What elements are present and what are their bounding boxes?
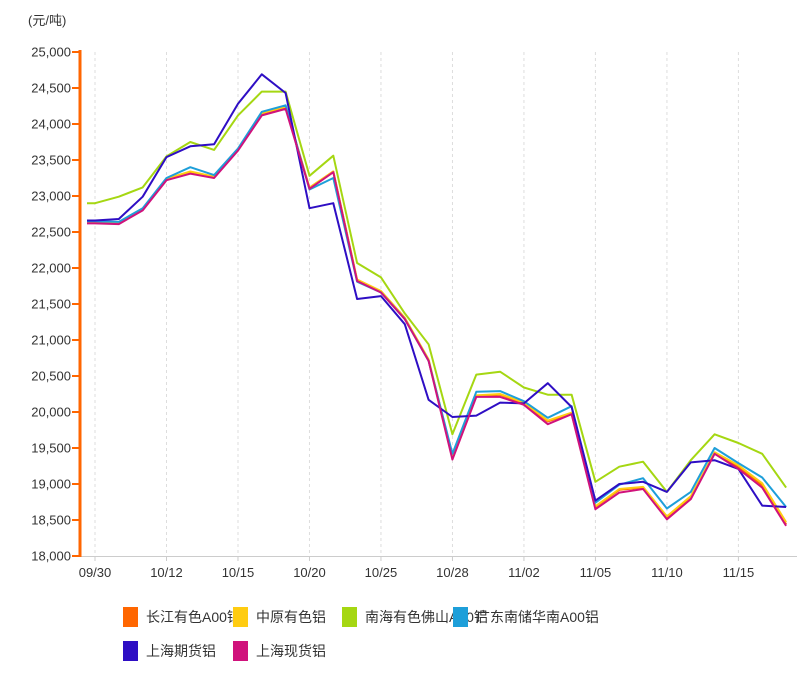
legend-item[interactable]: 长江有色A00铝 bbox=[123, 607, 241, 627]
y-axis-label: 22,000 bbox=[31, 261, 71, 276]
y-axis-label: 23,500 bbox=[31, 153, 71, 168]
series-line bbox=[87, 107, 787, 527]
legend-item[interactable]: 中原有色铝 bbox=[233, 607, 326, 627]
price-line-chart: 09/30 10/12 10/15 10/20 10/25 10/28 11/02 11/05… bbox=[31, 45, 797, 580]
x-axis-label: 11/05 bbox=[580, 565, 612, 580]
series-line bbox=[87, 73, 787, 508]
legend-swatch bbox=[342, 607, 357, 627]
y-axis-label: 18,000 bbox=[31, 549, 71, 564]
x-axis-label: 10/25 bbox=[365, 565, 398, 580]
legend-label: 上海现货铝 bbox=[256, 643, 326, 659]
series-line bbox=[87, 106, 787, 525]
legend-swatch bbox=[453, 607, 468, 627]
legend-item[interactable]: 上海现货铝 bbox=[233, 641, 326, 661]
y-axis-title: (元/吨) bbox=[28, 13, 67, 28]
legend-label: 上海期货铝 bbox=[146, 643, 216, 659]
series-line bbox=[87, 105, 787, 523]
y-axis-label: 19,500 bbox=[31, 441, 71, 456]
y-axis-label: 18,500 bbox=[31, 513, 71, 528]
legend-item[interactable]: 上海期货铝 bbox=[123, 641, 216, 661]
x-axis-label: 11/10 bbox=[651, 565, 683, 580]
y-axis-label: 19,000 bbox=[31, 477, 71, 492]
y-axis-label: 20,000 bbox=[31, 405, 71, 420]
x-axis-label: 10/15 bbox=[222, 565, 255, 580]
y-axis-label: 24,500 bbox=[31, 81, 71, 96]
series-line bbox=[87, 104, 787, 510]
legend-swatch bbox=[123, 607, 138, 627]
x-axis-label: 10/12 bbox=[150, 565, 183, 580]
legend-swatch bbox=[233, 607, 248, 627]
y-axis-label: 24,000 bbox=[31, 117, 71, 132]
x-axis-label: 11/02 bbox=[508, 565, 540, 580]
series-line bbox=[87, 90, 787, 493]
y-axis-label: 22,500 bbox=[31, 225, 71, 240]
x-axis-label: 11/15 bbox=[723, 565, 755, 580]
y-axis-label: 21,000 bbox=[31, 333, 71, 348]
legend-swatch bbox=[123, 641, 138, 661]
legend-label: 长江有色A00铝 bbox=[146, 609, 241, 625]
x-axis-label: 10/28 bbox=[436, 565, 469, 580]
y-axis-label: 25,000 bbox=[31, 45, 71, 60]
legend-swatch bbox=[233, 641, 248, 661]
y-axis-label: 21,500 bbox=[31, 297, 71, 312]
legend-label: 广东南储华南A00铝 bbox=[476, 609, 599, 625]
y-axis-label: 20,500 bbox=[31, 369, 71, 384]
x-axis-label: 09/30 bbox=[79, 565, 112, 580]
legend-label: 中原有色铝 bbox=[256, 609, 326, 625]
y-axis-label: 23,000 bbox=[31, 189, 71, 204]
x-axis-label: 10/20 bbox=[293, 565, 326, 580]
legend-item[interactable]: 广东南储华南A00铝 bbox=[453, 607, 599, 627]
